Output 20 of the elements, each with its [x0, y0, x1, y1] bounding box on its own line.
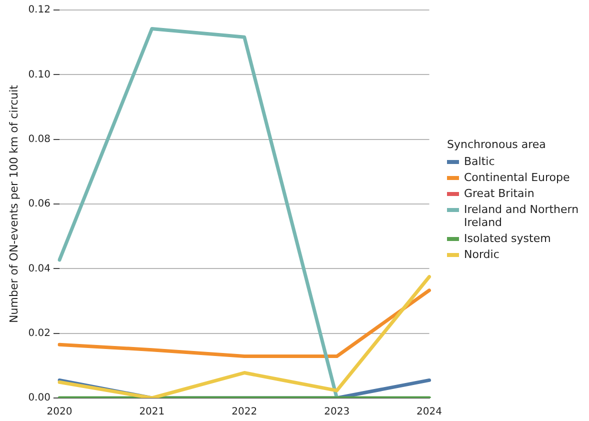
- legend-title: Synchronous area: [447, 138, 547, 151]
- x-tick-label: 2021: [139, 406, 165, 418]
- y-tick-label: 0.06: [28, 198, 50, 210]
- y-tick-label: 0.04: [28, 263, 50, 274]
- x-tick-label: 2020: [46, 406, 72, 418]
- legend-label: Baltic: [464, 155, 495, 168]
- x-tick-label: 2022: [232, 406, 258, 418]
- y-axis-title: Number of ON-events per 100 km of circuit: [7, 84, 20, 323]
- y-tick-label: 0.12: [28, 4, 50, 16]
- x-tick-label: 2024: [416, 406, 442, 418]
- legend-label: Ireland and Northern Ireland: [464, 203, 580, 229]
- legend-label: Great Britain: [464, 187, 534, 200]
- y-tick-label: 0.08: [28, 134, 50, 145]
- y-tick-label: 0.10: [28, 69, 50, 80]
- legend-label: Isolated system: [464, 232, 551, 245]
- y-tick-label: 0.00: [28, 392, 50, 404]
- x-tick-label: 2023: [324, 406, 350, 418]
- legend-label: Continental Europe: [464, 171, 570, 184]
- y-tick-label: 0.02: [28, 328, 50, 339]
- legend-label: Nordic: [464, 248, 500, 261]
